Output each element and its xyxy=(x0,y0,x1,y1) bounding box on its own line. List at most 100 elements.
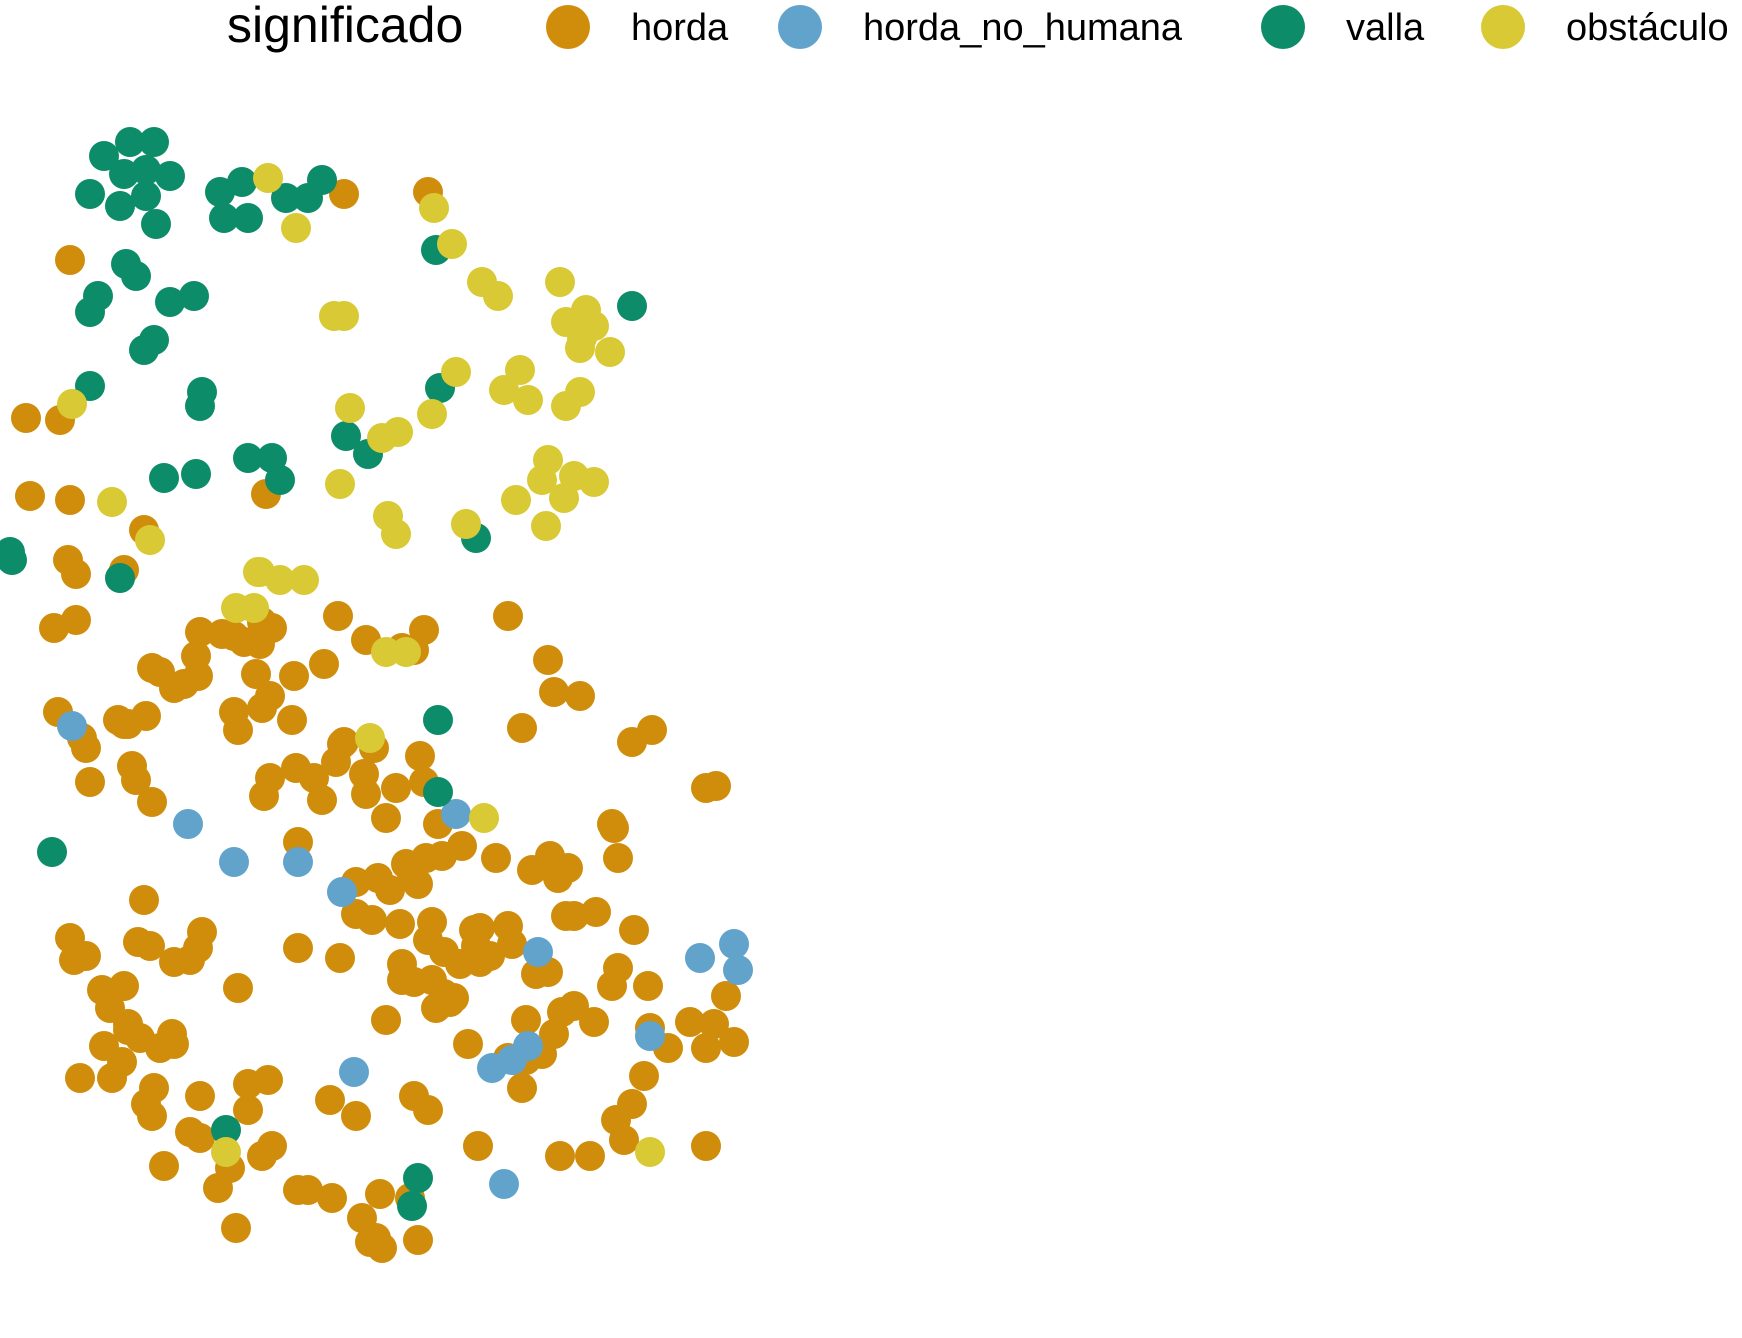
point-horda xyxy=(699,1009,729,1039)
point-horda xyxy=(323,601,353,631)
legend-item-horda-no-humana: horda_no_humana xyxy=(778,5,1183,49)
point-horda xyxy=(371,1005,401,1035)
point-horda xyxy=(71,941,101,971)
point-horda xyxy=(397,859,427,889)
point-horda xyxy=(539,1019,569,1049)
point-horda xyxy=(307,785,337,815)
point-horda xyxy=(675,1007,705,1037)
legend-item-valla: valla xyxy=(1261,5,1425,49)
point-horda xyxy=(249,781,279,811)
point-horda xyxy=(117,751,147,781)
point-horda xyxy=(447,831,477,861)
point-horda xyxy=(233,1095,263,1125)
point-horda-no-humana xyxy=(719,929,749,959)
point-horda xyxy=(247,693,277,723)
point-horda xyxy=(109,971,139,1001)
point-obstaculo xyxy=(579,467,609,497)
point-valla xyxy=(131,155,161,185)
point-horda xyxy=(247,1141,277,1171)
legend-key-horda-no-humana xyxy=(778,5,822,49)
point-horda xyxy=(565,681,595,711)
point-horda xyxy=(241,659,271,689)
point-horda xyxy=(279,661,309,691)
point-valla xyxy=(397,1191,427,1221)
point-horda xyxy=(137,787,167,817)
point-horda xyxy=(89,1031,119,1061)
point-obstaculo xyxy=(253,163,283,193)
point-horda xyxy=(185,617,215,647)
point-horda xyxy=(71,733,101,763)
point-horda xyxy=(539,677,569,707)
point-horda xyxy=(219,621,249,651)
point-horda xyxy=(481,843,511,873)
point-horda-no-humana xyxy=(327,877,357,907)
point-valla xyxy=(141,209,171,239)
point-horda xyxy=(633,971,663,1001)
point-horda xyxy=(381,773,411,803)
point-obstaculo xyxy=(469,803,499,833)
point-horda-no-humana xyxy=(513,1031,543,1061)
point-horda xyxy=(619,915,649,945)
point-valla xyxy=(271,183,301,213)
point-horda xyxy=(109,709,139,739)
point-horda xyxy=(149,1151,179,1181)
point-obstaculo xyxy=(527,465,557,495)
point-horda xyxy=(575,1141,605,1171)
point-obstaculo xyxy=(451,509,481,539)
point-horda xyxy=(545,1141,575,1171)
point-horda xyxy=(719,1027,749,1057)
point-horda xyxy=(453,1029,483,1059)
point-obstaculo xyxy=(437,229,467,259)
point-horda-no-humana xyxy=(173,809,203,839)
point-horda xyxy=(533,645,563,675)
point-valla xyxy=(155,161,185,191)
legend-item-obstaculo: obstáculo xyxy=(1481,5,1729,49)
point-horda xyxy=(277,705,307,735)
point-horda xyxy=(283,933,313,963)
point-valla xyxy=(115,127,145,157)
legend-key-valla xyxy=(1261,5,1305,49)
point-horda xyxy=(475,941,505,971)
point-horda xyxy=(361,1223,391,1253)
point-obstaculo xyxy=(501,485,531,515)
legend-key-horda xyxy=(546,5,590,49)
point-horda-no-humana xyxy=(283,847,313,877)
point-horda xyxy=(413,1095,443,1125)
point-obstaculo xyxy=(335,393,365,423)
point-horda xyxy=(543,863,573,893)
point-valla xyxy=(307,165,337,195)
point-valla xyxy=(423,777,453,807)
point-horda xyxy=(97,1063,127,1093)
point-horda xyxy=(403,1225,433,1255)
point-horda xyxy=(135,931,165,961)
point-horda-no-humana xyxy=(57,711,87,741)
point-obstaculo xyxy=(489,375,519,405)
point-valla xyxy=(131,181,161,211)
point-valla xyxy=(617,291,647,321)
point-horda-no-humana xyxy=(219,847,249,877)
point-obstaculo xyxy=(565,333,595,363)
series-horda-no-humana xyxy=(57,711,753,1199)
point-valla xyxy=(121,261,151,291)
point-obstaculo xyxy=(281,213,311,243)
point-horda xyxy=(65,1063,95,1093)
point-valla xyxy=(211,1115,241,1145)
point-obstaculo xyxy=(243,557,273,587)
point-horda-no-humana xyxy=(635,1021,665,1051)
point-horda xyxy=(309,649,339,679)
point-valla xyxy=(331,421,361,451)
point-valla xyxy=(139,127,169,157)
legend-label-horda-no-humana: horda_no_humana xyxy=(863,7,1183,49)
point-valla xyxy=(155,287,185,317)
point-valla xyxy=(233,203,263,233)
point-horda xyxy=(185,1081,215,1111)
point-horda xyxy=(617,727,647,757)
point-horda xyxy=(493,601,523,631)
point-horda xyxy=(435,987,465,1017)
point-valla xyxy=(149,463,179,493)
legend-items: horda horda_no_humana valla obstáculo xyxy=(546,5,1729,49)
point-horda xyxy=(257,613,287,643)
legend-label-obstaculo: obstáculo xyxy=(1566,7,1729,49)
point-horda xyxy=(579,1007,609,1037)
